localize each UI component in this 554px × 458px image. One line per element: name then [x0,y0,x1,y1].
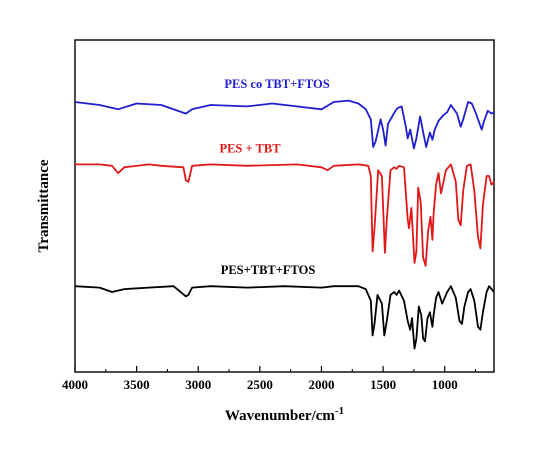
x-tick-label: 1000 [432,377,458,392]
series-layer [74,99,495,350]
series-line-1 [74,99,495,150]
x-tick-label: 2500 [247,377,273,392]
x-tick-label: 3500 [124,377,150,392]
series-line-2 [75,163,495,267]
x-tick-label: 2000 [308,377,334,392]
series-line-3 [74,285,495,350]
x-axis-title-text: Wavenumber/cm [225,408,335,424]
x-axis-ticks: 4000 3500 3000 2500 2000 1500 1000 [62,366,477,392]
y-axis-title: Transmittance [36,159,52,252]
x-tick-label: 3000 [185,377,211,392]
plot-frame [74,39,495,373]
x-axis-title-superscript: -1 [335,405,344,417]
series-label-2: PES + TBT [219,141,281,155]
series-label-3: PES+TBT+FTOS [221,263,316,277]
x-tick-label: 1500 [370,377,396,392]
series-label-1: PES co TBT+FTOS [224,77,329,91]
series-labels: PES co TBT+FTOS PES + TBT PES+TBT+FTOS [219,77,329,277]
x-tick-label: 4000 [62,377,88,392]
x-axis-title: Wavenumber/cm-1 [225,405,344,424]
